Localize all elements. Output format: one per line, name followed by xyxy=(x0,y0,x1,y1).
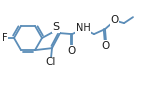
Text: O: O xyxy=(68,46,76,56)
Text: O: O xyxy=(102,41,110,51)
Text: NH: NH xyxy=(76,23,90,33)
Text: Cl: Cl xyxy=(46,57,56,67)
Text: S: S xyxy=(52,23,60,32)
Text: F: F xyxy=(2,33,8,43)
Text: O: O xyxy=(110,15,119,25)
